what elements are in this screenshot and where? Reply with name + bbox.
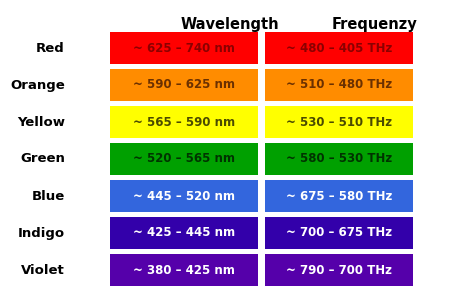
Text: ~ 445 – 520 nm: ~ 445 – 520 nm	[133, 189, 235, 202]
Text: ~ 580 – 530 THz: ~ 580 – 530 THz	[286, 152, 392, 165]
FancyBboxPatch shape	[110, 69, 258, 101]
Text: Yellow: Yellow	[17, 115, 65, 128]
Text: ~ 675 – 580 THz: ~ 675 – 580 THz	[286, 189, 392, 202]
Text: Wavelength: Wavelength	[181, 18, 279, 32]
FancyBboxPatch shape	[265, 32, 413, 64]
Text: Red: Red	[36, 42, 65, 55]
Text: ~ 510 – 480 THz: ~ 510 – 480 THz	[286, 78, 392, 92]
Text: ~ 625 – 740 nm: ~ 625 – 740 nm	[133, 42, 235, 55]
FancyBboxPatch shape	[110, 217, 258, 249]
Text: ~ 790 – 700 THz: ~ 790 – 700 THz	[286, 264, 392, 277]
FancyBboxPatch shape	[110, 106, 258, 138]
Text: Orange: Orange	[10, 78, 65, 92]
FancyBboxPatch shape	[110, 32, 258, 64]
Text: ~ 590 – 625 nm: ~ 590 – 625 nm	[133, 78, 235, 92]
Text: Green: Green	[20, 152, 65, 165]
FancyBboxPatch shape	[110, 254, 258, 286]
FancyBboxPatch shape	[265, 180, 413, 212]
FancyBboxPatch shape	[110, 143, 258, 175]
Text: ~ 700 – 675 THz: ~ 700 – 675 THz	[286, 227, 392, 239]
Text: ~ 380 – 425 nm: ~ 380 – 425 nm	[133, 264, 235, 277]
Text: ~ 565 – 590 nm: ~ 565 – 590 nm	[133, 115, 235, 128]
Text: Indigo: Indigo	[18, 227, 65, 239]
Text: Violet: Violet	[21, 264, 65, 277]
FancyBboxPatch shape	[265, 106, 413, 138]
FancyBboxPatch shape	[265, 217, 413, 249]
FancyBboxPatch shape	[265, 254, 413, 286]
Text: ~ 480 – 405 THz: ~ 480 – 405 THz	[286, 42, 392, 55]
Text: Frequenzy: Frequenzy	[332, 18, 418, 32]
Text: ~ 530 – 510 THz: ~ 530 – 510 THz	[286, 115, 392, 128]
Text: ~ 520 – 565 nm: ~ 520 – 565 nm	[133, 152, 235, 165]
FancyBboxPatch shape	[265, 69, 413, 101]
Text: ~ 425 – 445 nm: ~ 425 – 445 nm	[133, 227, 235, 239]
FancyBboxPatch shape	[265, 143, 413, 175]
FancyBboxPatch shape	[110, 180, 258, 212]
Text: Blue: Blue	[32, 189, 65, 202]
